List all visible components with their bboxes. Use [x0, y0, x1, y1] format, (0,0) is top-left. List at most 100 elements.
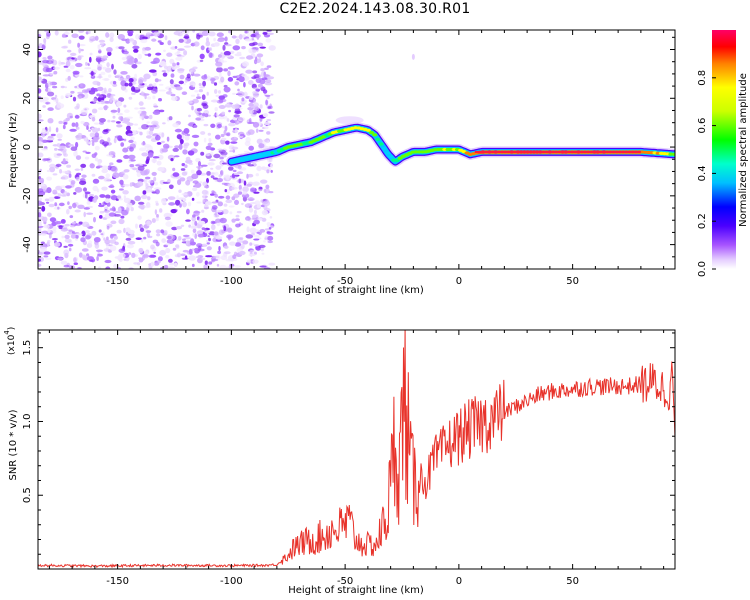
noise-speck: [201, 209, 205, 213]
noise-speck: [67, 75, 71, 81]
noise-speck: [56, 143, 61, 148]
noise-speck: [242, 186, 249, 193]
noise-speck: [177, 68, 185, 74]
noise-speck: [185, 180, 191, 186]
noise-speck: [260, 86, 266, 92]
noise-speck: [202, 194, 206, 199]
noise-speck: [211, 224, 216, 231]
noise-speck: [39, 197, 42, 201]
noise-speck: [68, 173, 72, 178]
noise-speck: [229, 211, 233, 215]
noise-speck: [200, 151, 205, 156]
noise-speck: [184, 79, 188, 83]
noise-speck: [194, 233, 198, 240]
spectrogram-x-label: Height of straight line (km): [288, 285, 424, 296]
noise-speck: [237, 117, 246, 122]
noise-speck: [204, 113, 209, 118]
noise-speck: [58, 202, 65, 207]
noise-speck: [168, 258, 173, 263]
noise-speck: [38, 141, 44, 147]
noise-speck: [127, 60, 135, 65]
noise-speck: [189, 241, 196, 246]
noise-speck: [187, 201, 192, 207]
noise-speck: [202, 112, 206, 117]
noise-speck: [246, 55, 254, 60]
noise-speck: [231, 218, 236, 223]
noise-speck: [202, 198, 206, 205]
noise-speck: [75, 141, 79, 148]
noise-speck: [245, 234, 254, 239]
noise-speck: [261, 252, 265, 255]
noise-speck: [99, 215, 103, 219]
noise-speck: [83, 207, 91, 210]
noise-speck: [86, 256, 94, 261]
noise-speck: [91, 153, 97, 159]
noise-speck: [150, 124, 157, 128]
noise-speck: [214, 211, 218, 218]
noise-speck: [42, 158, 47, 162]
noise-speck: [169, 58, 175, 64]
noise-speck: [237, 165, 242, 170]
noise-speck: [213, 37, 216, 42]
noise-speck: [136, 61, 142, 65]
snr-y-ticks: 0.5 1.0 1.5: [22, 332, 675, 555]
noise-speck: [54, 30, 59, 36]
noise-speck: [240, 243, 245, 250]
noise-speck: [105, 266, 111, 269]
noise-speck: [247, 197, 255, 201]
noise-speck: [254, 251, 257, 255]
noise-speck: [162, 122, 166, 125]
noise-speck: [184, 237, 192, 240]
noise-speck: [257, 83, 263, 88]
noise-speck: [134, 107, 139, 110]
noise-speck: [166, 136, 170, 142]
y-tick-label: 40: [22, 43, 33, 56]
ridge-cell: [381, 146, 387, 151]
noise-speck: [71, 122, 76, 127]
y-tick-label: 0: [22, 144, 33, 150]
noise-speck: [70, 234, 77, 239]
noise-speck: [252, 87, 260, 90]
ridge-cell: [375, 137, 381, 141]
noise-speck: [125, 125, 131, 131]
isolated-speck: [411, 53, 415, 60]
noise-speck: [241, 34, 246, 38]
noise-speck: [176, 134, 182, 140]
noise-speck: [45, 101, 51, 105]
noise-speck: [44, 257, 52, 260]
noise-speck: [231, 146, 239, 150]
noise-speck: [74, 186, 83, 193]
noise-speck: [99, 61, 106, 64]
noise-speck: [161, 140, 165, 144]
colorbar-gradient: [712, 30, 736, 269]
noise-speck: [68, 247, 72, 252]
noise-speck: [264, 126, 269, 130]
noise-speck: [186, 73, 191, 79]
noise-speck: [253, 238, 260, 241]
noise-speck: [210, 81, 215, 84]
noise-speck: [235, 214, 240, 218]
noise-speck: [151, 171, 157, 176]
noise-speck: [246, 226, 250, 233]
noise-speck: [123, 184, 130, 187]
noise-speck: [116, 159, 123, 163]
noise-speck: [138, 247, 144, 254]
noise-speck: [97, 253, 103, 257]
snr-panel: -150 -100 -50 0 50 0.5 1.0 1.5 Height of strai…: [3, 327, 676, 596]
noise-speck: [60, 227, 69, 232]
noise-speck: [239, 189, 243, 192]
noise-speck: [63, 190, 68, 197]
noise-speck: [56, 133, 63, 139]
noise-speck: [207, 162, 215, 166]
ridge-cell: [372, 133, 378, 137]
noise-speck: [193, 141, 199, 147]
noise-speck: [104, 105, 108, 108]
noise-speck: [250, 33, 256, 38]
noise-speck: [67, 201, 70, 206]
spectrogram-panel: -150 -100 -50 0 50 -40 -20 0 20 40 Height of str…: [8, 29, 676, 296]
noise-speck: [145, 183, 149, 189]
noise-speck: [159, 61, 167, 67]
noise-speck: [183, 127, 190, 134]
noise-speck: [74, 106, 80, 110]
noise-speck: [126, 202, 133, 208]
